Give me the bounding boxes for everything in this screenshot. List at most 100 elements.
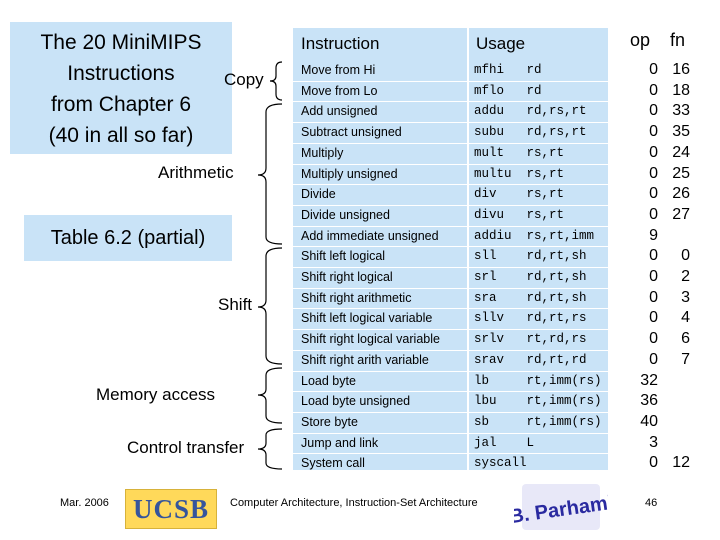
function-code-value: 35	[672, 123, 690, 141]
memory-brace	[257, 367, 283, 424]
instruction-usage: srav rd,rt,rd	[474, 352, 587, 367]
instruction-name: Subtract unsigned	[301, 125, 402, 140]
footer-course-title: Computer Architecture, Instruction-Set A…	[230, 497, 478, 509]
instruction-name: Shift right logical variable	[301, 332, 440, 347]
function-code-value: 2	[681, 268, 690, 285]
opcode-value: 0	[649, 61, 658, 78]
opcode-value: 0	[649, 143, 658, 161]
row-divider	[293, 308, 608, 310]
instruction-name: Move from Hi	[301, 63, 376, 77]
row-divider	[293, 142, 608, 144]
row-divider	[293, 184, 608, 186]
function-code-value: 12	[672, 454, 690, 472]
title-line: The 20 MiniMIPS	[40, 31, 202, 54]
instruction-name: Shift right logical	[301, 270, 393, 284]
function-code-value: 25	[672, 164, 690, 182]
instruction-name: Shift right arith variable	[301, 352, 429, 367]
instruction-usage: addiu rs,rt,imm	[474, 228, 595, 243]
opcode-value: 0	[649, 330, 658, 348]
instruction-usage: sll rd,rt,sh	[474, 249, 587, 264]
opcode-value: 40	[640, 412, 658, 430]
function-code-value: 26	[672, 185, 690, 203]
opcode-value: 0	[649, 164, 658, 182]
row-divider	[293, 163, 608, 165]
table-reference-label: Table 6.2 (partial)	[24, 215, 232, 261]
row-divider	[293, 349, 608, 351]
function-code-value: 16	[672, 61, 690, 78]
instruction-usage: mflo rd	[474, 83, 542, 98]
function-code-value: 4	[681, 309, 690, 327]
opcode-value: 36	[640, 392, 658, 410]
function-code-value: 7	[681, 350, 690, 368]
instruction-name: Multiply unsigned	[301, 166, 398, 181]
function-code-value: 6	[681, 330, 690, 348]
fn-header: fn	[670, 30, 686, 50]
shift-category-label: Shift	[218, 295, 253, 314]
instruction-usage: sllv rd,rt,rs	[474, 311, 587, 326]
instruction-usage: srl rd,rt,sh	[474, 270, 587, 284]
title-line: Instructions	[67, 62, 175, 85]
instruction-name: Load byte	[301, 373, 356, 388]
opcode-value: 0	[649, 309, 658, 327]
opcode-value: 0	[649, 288, 658, 306]
opcode-value: 0	[649, 102, 658, 120]
opcode-value: 0	[649, 185, 658, 203]
arithmetic-category-label: Arithmetic	[158, 163, 234, 182]
row-divider	[293, 391, 608, 393]
ucsb-logo-text: UCSB	[132, 494, 210, 524]
instruction-name: Multiply	[301, 145, 344, 160]
opcode-value: 0	[649, 205, 658, 223]
footer-date: Mar. 2006	[60, 497, 109, 509]
instruction-usage: sb rt,imm(rs)	[474, 414, 602, 429]
row-divider	[293, 204, 608, 206]
row-divider	[293, 411, 608, 413]
row-divider	[293, 80, 608, 82]
instruction-name: Shift left logical	[301, 249, 386, 264]
row-divider	[293, 122, 608, 124]
instruction-usage: subu rd,rs,rt	[474, 125, 587, 140]
instruction-usage: jal L	[474, 435, 535, 450]
function-code-value: 0	[681, 247, 690, 265]
row-divider	[293, 370, 608, 372]
instruction-name: Add unsigned	[301, 104, 378, 119]
opcode-value: 0	[649, 247, 658, 265]
opcode-value: 0	[649, 350, 658, 368]
instruction-name: Divide	[301, 187, 336, 202]
instruction-name: Store byte	[301, 414, 358, 429]
instruction-name: Jump and link	[301, 435, 379, 450]
instruction-usage: div rs,rt	[474, 187, 565, 202]
usage-column	[468, 60, 608, 470]
instruction-usage: lb rt,imm(rs)	[474, 373, 602, 388]
instruction-usage: mfhi rd	[474, 63, 542, 77]
function-code-value: 18	[672, 81, 690, 99]
copy-brace	[269, 61, 283, 101]
opcode-value: 3	[649, 433, 658, 451]
row-divider	[293, 432, 608, 434]
ucsb-logo: UCSB	[125, 489, 217, 529]
op-header: op	[630, 30, 651, 50]
arithmetic-brace	[257, 103, 283, 245]
row-divider	[293, 453, 608, 455]
instruction-name: Add immediate unsigned	[301, 228, 439, 243]
table-header: Instruction Usage	[293, 28, 608, 60]
row-divider	[293, 329, 608, 331]
instruction-name: Shift right arithmetic	[301, 290, 412, 305]
copy-category-label: Copy	[224, 70, 264, 89]
shift-brace	[257, 247, 283, 365]
instruction-header: Instruction	[301, 34, 380, 53]
instruction-usage: srlv rt,rd,rs	[474, 332, 587, 347]
row-divider	[293, 225, 608, 227]
function-code-value: 3	[681, 288, 690, 306]
opcode-value: 0	[649, 81, 658, 99]
opcode-value: 0	[649, 454, 658, 472]
function-code-value: 27	[672, 205, 690, 223]
instruction-usage: sra rd,rt,sh	[474, 290, 587, 305]
opcode-value: 0	[649, 268, 658, 285]
instruction-usage: divu rs,rt	[474, 207, 565, 222]
row-divider	[293, 287, 608, 289]
instruction-name: System call	[301, 456, 365, 471]
instruction-name: Load byte unsigned	[301, 394, 411, 409]
instruction-usage: lbu rt,imm(rs)	[474, 394, 602, 409]
control-category-label: Control transfer	[127, 438, 245, 457]
